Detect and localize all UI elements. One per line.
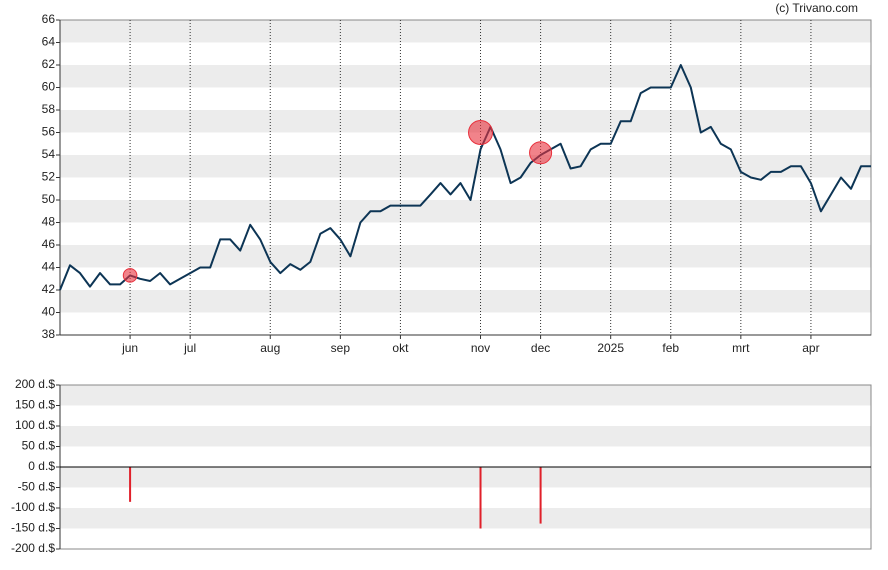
- grid-band: [60, 385, 871, 406]
- x-tick-label: dec: [531, 341, 550, 355]
- y-tick-label: 60: [42, 80, 56, 94]
- x-tick-label: sep: [331, 341, 351, 355]
- x-tick-label: okt: [392, 341, 409, 355]
- y-tick-label: 46: [42, 237, 56, 251]
- y-tick-label: 58: [42, 102, 56, 116]
- y-tick-label: 38: [42, 327, 56, 341]
- trade-marker: [529, 141, 553, 165]
- x-tick-label: jun: [121, 341, 138, 355]
- credit: (c) Trivano.com: [775, 1, 858, 15]
- grid-band: [60, 65, 871, 88]
- x-tick-label: apr: [802, 341, 819, 355]
- bar: [479, 467, 482, 529]
- y-tick-label: 54: [42, 147, 56, 161]
- grid-band: [60, 20, 871, 43]
- bar: [129, 467, 132, 502]
- x-tick-label: 2025: [597, 341, 624, 355]
- grid-band: [60, 110, 871, 133]
- y-tick-label: 44: [42, 260, 56, 274]
- y-tick-label: 52: [42, 170, 56, 184]
- y-tick-label: -50 d.$: [18, 480, 56, 494]
- bar: [539, 467, 542, 524]
- grid-band: [60, 467, 871, 488]
- grid-band: [60, 200, 871, 223]
- y-tick-label: 56: [42, 125, 56, 139]
- trade-marker: [468, 120, 494, 145]
- y-tick-label: 200 d.$: [15, 377, 55, 391]
- y-tick-label: -200 d.$: [11, 541, 55, 555]
- y-tick-label: 48: [42, 215, 56, 229]
- y-tick-label: 62: [42, 57, 56, 71]
- x-tick-label: mrt: [732, 341, 750, 355]
- y-tick-label: 66: [42, 12, 56, 26]
- x-tick-label: nov: [471, 341, 490, 355]
- grid-band: [60, 245, 871, 268]
- grid-band: [60, 155, 871, 178]
- y-tick-label: 150 d.$: [15, 398, 55, 412]
- trade-marker: [122, 268, 138, 283]
- y-tick-label: -150 d.$: [11, 521, 55, 535]
- y-tick-label: 0 d.$: [28, 459, 55, 473]
- price-line: [59, 64, 871, 291]
- x-tick-label: jul: [183, 341, 196, 355]
- y-tick-label: 50: [42, 192, 56, 206]
- grid-band: [60, 508, 871, 529]
- x-tick-label: feb: [662, 341, 679, 355]
- grid-band: [60, 426, 871, 447]
- y-tick-label: -100 d.$: [11, 500, 55, 514]
- x-tick-label: aug: [260, 341, 280, 355]
- grid-band: [60, 290, 871, 313]
- y-tick-label: 40: [42, 305, 56, 319]
- y-tick-label: 50 d.$: [22, 439, 56, 453]
- y-tick-label: 100 d.$: [15, 418, 55, 432]
- y-tick-label: 42: [42, 282, 56, 296]
- y-tick-label: 64: [42, 35, 56, 49]
